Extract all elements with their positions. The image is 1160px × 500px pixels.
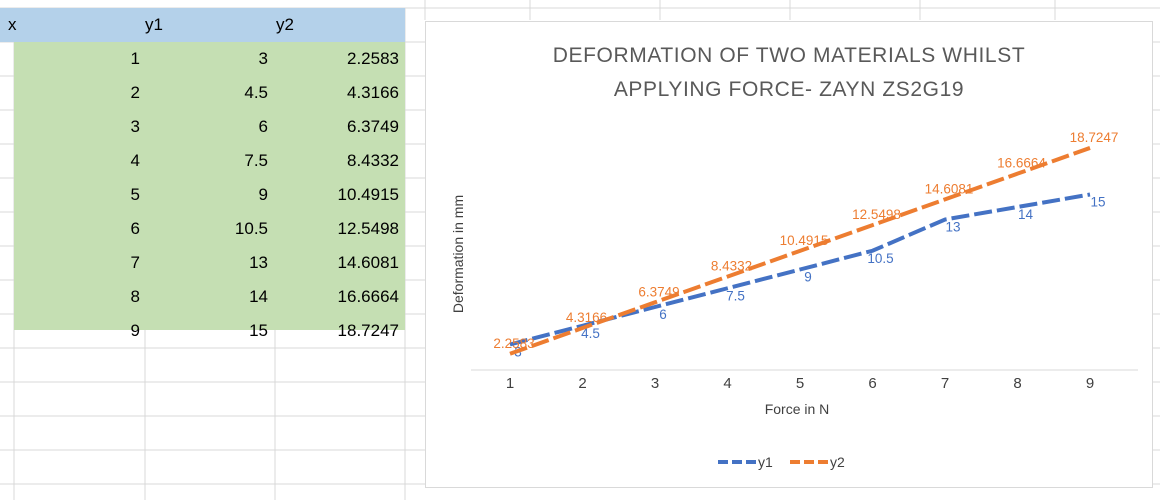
cell-x-row-3[interactable]: 3 <box>130 117 140 136</box>
data-label-y1: 7.5 <box>726 288 745 303</box>
cell-x-row-8[interactable]: 8 <box>130 287 140 306</box>
cell-x-row-9[interactable]: 9 <box>130 321 140 340</box>
cell-x-row-4[interactable]: 4 <box>130 151 140 170</box>
x-tick-label: 9 <box>1086 375 1094 392</box>
chart-title-line-1: DEFORMATION OF TWO MATERIALS WHILST <box>552 44 1026 67</box>
cell-y1-row-5[interactable]: 9 <box>258 185 268 204</box>
data-label-y2: 8.4332 <box>711 259 752 274</box>
data-label-y1: 4.5 <box>581 326 600 341</box>
y-axis-title: Deformation in mm <box>450 195 466 313</box>
x-tick-label: 3 <box>651 375 659 392</box>
cell-y1-row-2[interactable]: 4.5 <box>244 83 268 102</box>
x-tick-label: 4 <box>723 375 731 392</box>
data-label-y2: 10.4915 <box>780 233 829 248</box>
cell-y2-row-6[interactable]: 12.5498 <box>337 219 399 238</box>
cell-x-row-6[interactable]: 6 <box>130 219 140 238</box>
data-label-y1: 6 <box>659 307 667 322</box>
cell-y2-row-3[interactable]: 6.3749 <box>347 117 399 136</box>
line-chart[interactable]: DEFORMATION OF TWO MATERIALS WHILST APPL… <box>425 21 1153 488</box>
cell-y1-row-1[interactable]: 3 <box>258 49 268 68</box>
data-label-y1: 15 <box>1090 195 1105 210</box>
header-row-fill <box>0 8 405 42</box>
cell-y1-row-6[interactable]: 10.5 <box>234 219 268 238</box>
cell-x-row-5[interactable]: 5 <box>130 185 140 204</box>
data-fill <box>14 42 405 330</box>
legend-label-y2: y2 <box>830 454 845 470</box>
data-label-y1: 14 <box>1018 207 1034 222</box>
header-cell-x[interactable]: x <box>8 15 17 34</box>
x-tick-label: 8 <box>1013 375 1021 392</box>
x-tick-label: 6 <box>868 375 876 392</box>
x-tick-label: 7 <box>941 375 949 392</box>
x-tick-label: 5 <box>796 375 804 392</box>
cell-y1-row-9[interactable]: 15 <box>249 321 268 340</box>
data-label-y2: 16.6664 <box>997 156 1046 171</box>
cell-y2-row-4[interactable]: 8.4332 <box>347 151 399 170</box>
cell-x-row-1[interactable]: 1 <box>130 49 140 68</box>
data-label-y1: 13 <box>945 220 960 235</box>
data-label-y2: 14.6081 <box>925 181 974 196</box>
cell-y2-row-8[interactable]: 16.6664 <box>337 287 399 306</box>
x-tick-label: 1 <box>506 375 514 392</box>
cell-y2-row-5[interactable]: 10.4915 <box>337 185 399 204</box>
cell-y1-row-8[interactable]: 14 <box>249 287 268 306</box>
legend-label-y1: y1 <box>758 454 773 470</box>
x-axis-title: Force in N <box>765 401 830 417</box>
data-label-y1: 10.5 <box>867 251 893 266</box>
cell-y1-row-3[interactable]: 6 <box>258 117 268 136</box>
cell-y1-row-7[interactable]: 13 <box>249 253 268 272</box>
data-label-y2: 12.5498 <box>852 207 901 222</box>
header-cell-y2[interactable]: y2 <box>276 15 294 34</box>
cell-y1-row-4[interactable]: 7.5 <box>244 151 268 170</box>
data-label-y2: 18.7247 <box>1070 130 1119 145</box>
cell-x-row-7[interactable]: 7 <box>130 253 140 272</box>
cell-y2-row-7[interactable]: 14.6081 <box>337 253 399 272</box>
data-label-y2: 4.3166 <box>566 310 607 325</box>
header-cell-y1[interactable]: y1 <box>145 15 163 34</box>
data-label-y2: 6.3749 <box>638 284 679 299</box>
cell-y2-row-1[interactable]: 2.2583 <box>347 49 399 68</box>
cell-x-row-2[interactable]: 2 <box>130 83 140 102</box>
cell-y2-row-2[interactable]: 4.3166 <box>347 83 399 102</box>
chart-title-line-2: APPLYING FORCE- ZAYN ZS2G19 <box>613 78 965 101</box>
data-label-y2: 2.2583 <box>493 336 534 351</box>
cell-y2-row-9[interactable]: 18.7247 <box>337 321 399 340</box>
data-label-y1: 9 <box>804 270 812 285</box>
x-tick-label: 2 <box>578 375 586 392</box>
